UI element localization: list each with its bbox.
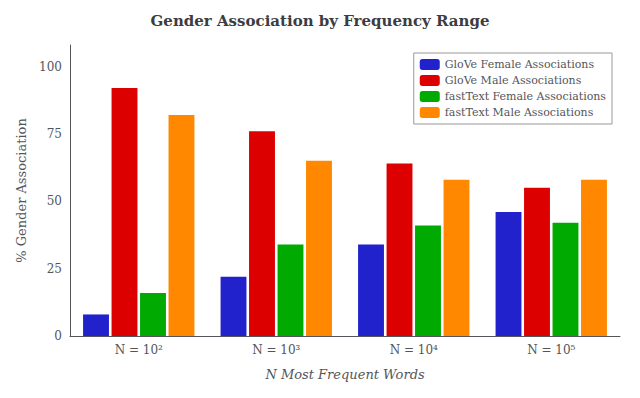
svg-text:N = 10⁵: N = 10⁵ bbox=[527, 343, 575, 357]
svg-text:75: 75 bbox=[47, 127, 62, 141]
svg-text:Gender Association by Frequenc: Gender Association by Frequency Range bbox=[151, 12, 490, 30]
svg-text:N = 10⁴: N = 10⁴ bbox=[390, 343, 438, 357]
svg-text:50: 50 bbox=[47, 194, 62, 208]
svg-text:0: 0 bbox=[54, 329, 62, 343]
svg-text:GloVe Male Associations: GloVe Male Associations bbox=[445, 74, 582, 87]
svg-text:100: 100 bbox=[39, 60, 62, 74]
svg-text:fastText Male Associations: fastText Male Associations bbox=[445, 106, 594, 119]
svg-text:N = 10³: N = 10³ bbox=[252, 343, 300, 357]
svg-text:N Most Frequent Words: N Most Frequent Words bbox=[264, 367, 425, 382]
svg-text:N = 10²: N = 10² bbox=[115, 343, 163, 357]
svg-text:GloVe Female Associations: GloVe Female Associations bbox=[445, 58, 595, 71]
svg-text:25: 25 bbox=[47, 262, 62, 276]
svg-text:% Gender Association: % Gender Association bbox=[14, 118, 29, 263]
svg-text:fastText Female Associations: fastText Female Associations bbox=[445, 90, 607, 103]
